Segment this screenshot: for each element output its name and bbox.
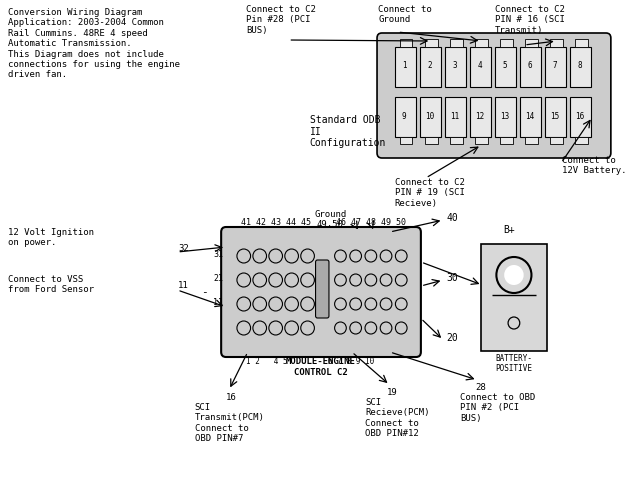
- FancyBboxPatch shape: [400, 137, 412, 144]
- Text: 5: 5: [502, 61, 507, 71]
- FancyBboxPatch shape: [470, 47, 491, 87]
- FancyBboxPatch shape: [525, 137, 538, 144]
- Text: SCI
Transmit(PCM)
Connect to
OBD PIN#7: SCI Transmit(PCM) Connect to OBD PIN#7: [195, 403, 265, 443]
- Text: 13: 13: [500, 112, 509, 121]
- Text: 6 7 8 9 10: 6 7 8 9 10: [328, 357, 374, 366]
- Text: Connect to C2
PIN # 19 (SCI
Recieve): Connect to C2 PIN # 19 (SCI Recieve): [394, 178, 465, 208]
- FancyBboxPatch shape: [445, 97, 466, 137]
- Text: 28: 28: [475, 383, 486, 392]
- FancyBboxPatch shape: [425, 137, 438, 144]
- Text: Connect to C2
Pin #28 (PCI
BUS): Connect to C2 Pin #28 (PCI BUS): [247, 5, 316, 35]
- Text: Connect to
12V Battery.: Connect to 12V Battery.: [562, 156, 627, 175]
- FancyBboxPatch shape: [475, 137, 488, 144]
- Text: -: -: [201, 287, 208, 297]
- Text: 9: 9: [402, 112, 406, 121]
- Text: Connect to
Ground: Connect to Ground: [378, 5, 432, 24]
- FancyBboxPatch shape: [377, 33, 611, 158]
- FancyBboxPatch shape: [545, 47, 566, 87]
- Text: Connect to OBD
PIN #2 (PCI
BUS): Connect to OBD PIN #2 (PCI BUS): [460, 393, 535, 423]
- FancyBboxPatch shape: [495, 47, 516, 87]
- FancyBboxPatch shape: [470, 97, 491, 137]
- FancyBboxPatch shape: [475, 39, 488, 47]
- Text: Conversion Wiring Diagram
Application: 2003-2004 Common
Rail Cummins. 48RE 4 spe: Conversion Wiring Diagram Application: 2…: [8, 8, 180, 80]
- FancyBboxPatch shape: [394, 47, 416, 87]
- Text: 19: 19: [387, 388, 397, 397]
- FancyBboxPatch shape: [576, 137, 588, 144]
- Text: 46 47 48 49 50: 46 47 48 49 50: [336, 218, 406, 227]
- Text: 16: 16: [226, 393, 237, 402]
- Text: BATTERY-
POSITIVE: BATTERY- POSITIVE: [495, 354, 532, 373]
- Text: 14: 14: [525, 112, 534, 121]
- Text: MODULE-ENGINE: MODULE-ENGINE: [286, 357, 356, 366]
- FancyBboxPatch shape: [550, 39, 563, 47]
- FancyBboxPatch shape: [450, 137, 463, 144]
- Text: 20: 20: [446, 333, 458, 343]
- Text: 1: 1: [402, 61, 406, 71]
- Text: 12 Volt Ignition
on power.: 12 Volt Ignition on power.: [8, 228, 94, 247]
- Text: 32: 32: [178, 244, 189, 252]
- FancyBboxPatch shape: [450, 39, 463, 47]
- FancyBboxPatch shape: [420, 47, 441, 87]
- Text: B+: B+: [503, 225, 515, 235]
- Text: 21: 21: [213, 274, 223, 283]
- Text: 8: 8: [578, 61, 582, 71]
- FancyBboxPatch shape: [495, 97, 516, 137]
- Text: 4: 4: [477, 61, 482, 71]
- Text: 12: 12: [475, 112, 484, 121]
- FancyBboxPatch shape: [394, 97, 416, 137]
- Text: 11: 11: [178, 281, 189, 289]
- Text: 7: 7: [552, 61, 557, 71]
- FancyBboxPatch shape: [520, 97, 541, 137]
- FancyBboxPatch shape: [500, 137, 512, 144]
- Text: Connect to VSS
from Ford Sensor: Connect to VSS from Ford Sensor: [8, 275, 94, 294]
- FancyBboxPatch shape: [481, 244, 546, 351]
- Text: 2: 2: [427, 61, 431, 71]
- FancyBboxPatch shape: [400, 39, 412, 47]
- FancyBboxPatch shape: [425, 39, 438, 47]
- Text: 31: 31: [213, 249, 223, 258]
- Text: 11: 11: [450, 112, 459, 121]
- FancyBboxPatch shape: [420, 97, 441, 137]
- FancyBboxPatch shape: [570, 97, 591, 137]
- Text: 6: 6: [527, 61, 532, 71]
- FancyBboxPatch shape: [545, 97, 566, 137]
- Text: 16: 16: [575, 112, 585, 121]
- Text: Ground
49,50: Ground 49,50: [314, 210, 346, 229]
- FancyBboxPatch shape: [570, 47, 591, 87]
- Text: 11: 11: [213, 297, 223, 306]
- Text: 10: 10: [425, 112, 434, 121]
- FancyBboxPatch shape: [445, 47, 466, 87]
- Text: Connect to C2
PIN # 16 (SCI
Transmit): Connect to C2 PIN # 16 (SCI Transmit): [495, 5, 565, 35]
- Text: 15: 15: [550, 112, 559, 121]
- Text: 1 2   4 5: 1 2 4 5: [245, 357, 287, 366]
- FancyBboxPatch shape: [550, 137, 563, 144]
- FancyBboxPatch shape: [525, 39, 538, 47]
- Text: 40: 40: [446, 213, 458, 223]
- Text: SCI
Recieve(PCM)
Connect to
OBD PIN#12: SCI Recieve(PCM) Connect to OBD PIN#12: [366, 398, 430, 438]
- Text: 3: 3: [452, 61, 457, 71]
- Text: CONTROL C2: CONTROL C2: [294, 368, 348, 377]
- Text: 30: 30: [446, 273, 458, 283]
- FancyBboxPatch shape: [500, 39, 512, 47]
- FancyBboxPatch shape: [520, 47, 541, 87]
- FancyBboxPatch shape: [576, 39, 588, 47]
- Circle shape: [504, 265, 524, 285]
- FancyBboxPatch shape: [316, 260, 329, 318]
- Text: 41 42 43 44 45: 41 42 43 44 45: [241, 218, 311, 227]
- FancyBboxPatch shape: [221, 227, 421, 357]
- Text: Standard ODB
II
Configuration: Standard ODB II Configuration: [310, 115, 386, 148]
